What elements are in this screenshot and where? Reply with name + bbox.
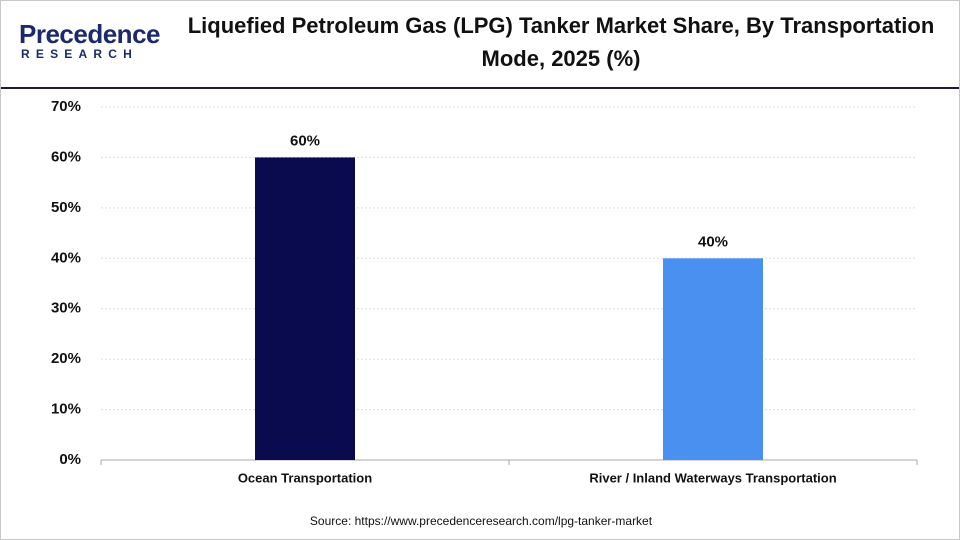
y-tick-label: 70%: [51, 98, 81, 115]
source: Source: https://www.precedenceresearch.c…: [310, 514, 653, 528]
data-label: 40%: [698, 233, 728, 250]
chart-title: Liquefied Petroleum Gas (LPG) Tanker Mar…: [187, 13, 935, 71]
x-tick-label: Ocean Transportation: [238, 470, 372, 485]
y-tick-label: 40%: [51, 249, 81, 266]
header-rule: [1, 87, 959, 89]
data-label: 60%: [290, 132, 320, 149]
bar: [663, 258, 763, 460]
bar: [255, 157, 355, 460]
y-tick-label: 20%: [51, 350, 81, 367]
y-tick-label: 30%: [51, 300, 81, 317]
y-tick-label: 50%: [51, 199, 81, 216]
x-tick-label: River / Inland Waterways Transportation: [589, 470, 836, 485]
y-tick-label: 60%: [51, 148, 81, 165]
y-tick-label: 10%: [51, 401, 81, 418]
logo-name: Precedence: [19, 19, 160, 49]
logo-tagline: RESEARCH: [21, 47, 138, 61]
y-tick-label: 0%: [59, 451, 81, 468]
